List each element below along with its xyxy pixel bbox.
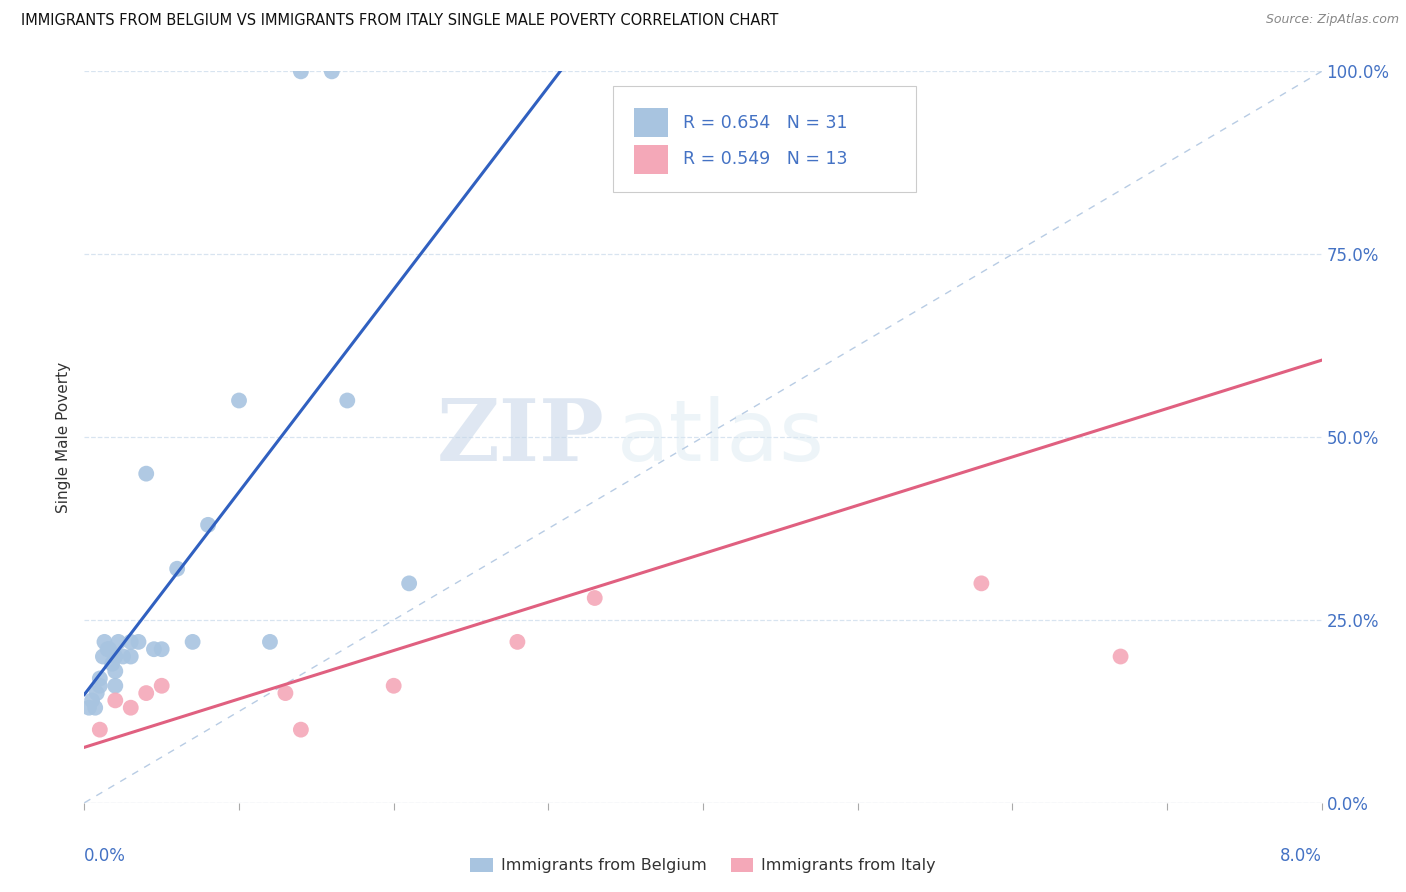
Point bbox=[135, 686, 157, 700]
Point bbox=[135, 467, 157, 481]
Point bbox=[82, 693, 104, 707]
Point bbox=[150, 642, 173, 657]
Point bbox=[128, 635, 150, 649]
Point bbox=[89, 672, 111, 686]
Point bbox=[259, 635, 281, 649]
Point bbox=[120, 649, 142, 664]
Text: Source: ZipAtlas.com: Source: ZipAtlas.com bbox=[1265, 13, 1399, 27]
Point bbox=[104, 649, 127, 664]
Point bbox=[290, 723, 312, 737]
Point bbox=[228, 393, 250, 408]
Y-axis label: Single Male Poverty: Single Male Poverty bbox=[56, 361, 72, 513]
Point bbox=[84, 700, 107, 714]
Point bbox=[107, 635, 129, 649]
FancyBboxPatch shape bbox=[613, 86, 915, 192]
Point bbox=[89, 723, 111, 737]
Point bbox=[101, 657, 124, 671]
Text: ZIP: ZIP bbox=[436, 395, 605, 479]
Point bbox=[112, 649, 135, 664]
Point bbox=[336, 393, 359, 408]
Point bbox=[1109, 649, 1132, 664]
Point bbox=[91, 649, 114, 664]
Point bbox=[89, 679, 111, 693]
Point bbox=[274, 686, 297, 700]
Point bbox=[150, 679, 173, 693]
Point bbox=[382, 679, 405, 693]
Point bbox=[104, 664, 127, 678]
Point bbox=[93, 635, 115, 649]
Point bbox=[104, 679, 127, 693]
Bar bbox=[634, 108, 668, 137]
Text: R = 0.654   N = 31: R = 0.654 N = 31 bbox=[683, 113, 848, 131]
Point bbox=[506, 635, 529, 649]
Text: 8.0%: 8.0% bbox=[1279, 847, 1322, 864]
Point bbox=[290, 64, 312, 78]
Text: atlas: atlas bbox=[616, 395, 824, 479]
Text: 0.0%: 0.0% bbox=[84, 847, 127, 864]
Point bbox=[321, 64, 343, 78]
Legend: Immigrants from Belgium, Immigrants from Italy: Immigrants from Belgium, Immigrants from… bbox=[464, 851, 942, 880]
Point bbox=[166, 562, 188, 576]
Point bbox=[1202, 50, 1225, 64]
Point bbox=[143, 642, 166, 657]
Bar bbox=[634, 145, 668, 174]
Point bbox=[583, 591, 606, 605]
Point bbox=[98, 642, 121, 657]
Point bbox=[398, 576, 420, 591]
Point bbox=[181, 635, 204, 649]
Text: R = 0.549   N = 13: R = 0.549 N = 13 bbox=[683, 150, 848, 168]
Point bbox=[86, 686, 108, 700]
Point bbox=[77, 700, 100, 714]
Point bbox=[970, 576, 993, 591]
Point bbox=[104, 693, 127, 707]
Point bbox=[197, 517, 219, 532]
Point bbox=[120, 700, 142, 714]
Point bbox=[96, 642, 120, 657]
Text: IMMIGRANTS FROM BELGIUM VS IMMIGRANTS FROM ITALY SINGLE MALE POVERTY CORRELATION: IMMIGRANTS FROM BELGIUM VS IMMIGRANTS FR… bbox=[21, 13, 779, 29]
Point bbox=[120, 635, 142, 649]
